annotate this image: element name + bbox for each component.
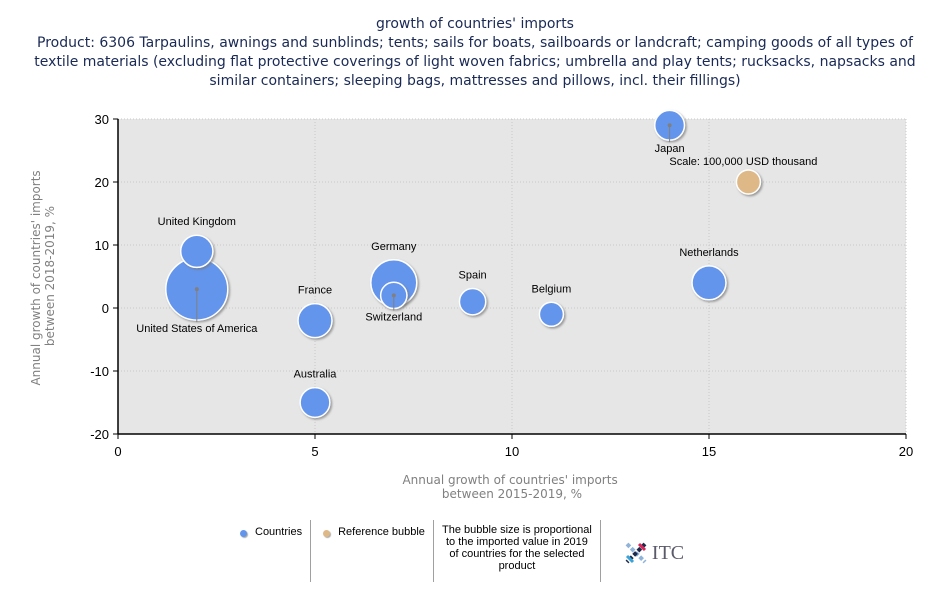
bubble-chart: 0 5 10 15 20 -20 -10 0 10 20 30 United States of A… — [29, 109, 913, 501]
bubble-label: United Kingdom — [158, 216, 236, 228]
x-tick-label: 15 — [702, 444, 716, 459]
itc-logo-text: ITC — [651, 541, 685, 564]
country-bubble — [179, 234, 214, 269]
bubble-label: Germany — [371, 241, 417, 253]
y-tick-label: 20 — [95, 175, 109, 190]
reference-dot-icon — [323, 530, 331, 537]
country-bubble — [691, 265, 727, 301]
bubble-label: Japan — [655, 143, 685, 155]
y-tick-label: 30 — [95, 112, 109, 127]
legend-note: The bubble size is proportional to the i… — [442, 524, 592, 572]
bubble-label: Spain — [459, 270, 487, 282]
legend-divider — [310, 520, 312, 582]
bubble-labels: United States of America Germany France Net… — [136, 123, 817, 381]
countries-dot-icon — [240, 530, 247, 537]
grid-lines — [118, 118, 907, 434]
x-axis-title-line-1: Annual growth of countries' imports — [402, 473, 617, 487]
x-tick-label: 5 — [311, 444, 318, 459]
x-axis-title: Annual growth of countries' imports betw… — [402, 473, 621, 501]
plot-area — [118, 119, 906, 434]
reference-bubble — [735, 169, 762, 195]
y-tick-label: -20 — [90, 427, 109, 442]
legend-divider — [599, 520, 601, 582]
bubble-label: Scale: 100,000 USD thousand — [669, 156, 817, 168]
legend-label-countries: Countries — [255, 526, 303, 538]
legend-label-reference: Reference bubble — [338, 526, 425, 538]
chart-title-block: growth of countries' imports Product: 63… — [0, 15, 950, 91]
x-axis-title-line-2: between 2015-2019, % — [442, 487, 582, 501]
y-tick-label: 0 — [102, 301, 109, 316]
y-axis-title: Annual growth of countries' imports betw… — [29, 166, 57, 385]
country-bubble — [458, 287, 487, 316]
y-axis-title-line-2: between 2018-2019, % — [43, 206, 57, 346]
x-tick-label: 10 — [505, 444, 519, 459]
y-tick-label: 10 — [95, 238, 109, 253]
bubble-label: United States of America — [136, 323, 258, 335]
itc-logo: ITC — [601, 520, 698, 582]
chart-subtitle: Product: 6306 Tarpaulins, awnings and su… — [34, 35, 916, 89]
country-bubble — [297, 302, 333, 339]
axes: 0 5 10 15 20 -20 -10 0 10 20 30 — [90, 112, 913, 459]
country-bubble — [538, 301, 565, 328]
legend: Countries Reference bubble The bubble si… — [228, 520, 698, 582]
legend-item-countries[interactable]: Countries — [228, 520, 310, 582]
bubble-label: Belgium — [532, 283, 572, 295]
legend-divider — [432, 520, 434, 582]
y-tick-label: -10 — [90, 364, 109, 379]
bubble-label: France — [298, 285, 332, 297]
country-bubble — [299, 386, 331, 419]
x-tick-label: 0 — [114, 444, 121, 459]
bubble-label: Australia — [294, 369, 338, 381]
bubble-label: Netherlands — [679, 247, 739, 259]
legend-item-reference-bubble[interactable]: Reference bubble — [311, 520, 433, 582]
x-tick-label: 20 — [899, 444, 913, 459]
y-axis-title-line-1: Annual growth of countries' imports — [29, 170, 43, 385]
itc-cross-logo-icon — [625, 542, 647, 564]
bubble-label: Switzerland — [365, 312, 422, 324]
chart-title: growth of countries' imports — [376, 16, 574, 32]
